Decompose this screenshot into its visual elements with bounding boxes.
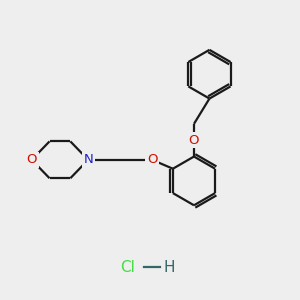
Text: N: N	[83, 153, 93, 166]
Text: Cl: Cl	[120, 260, 135, 275]
Text: O: O	[147, 153, 157, 166]
Text: O: O	[26, 153, 37, 166]
Text: H: H	[164, 260, 175, 275]
Text: O: O	[189, 134, 199, 147]
